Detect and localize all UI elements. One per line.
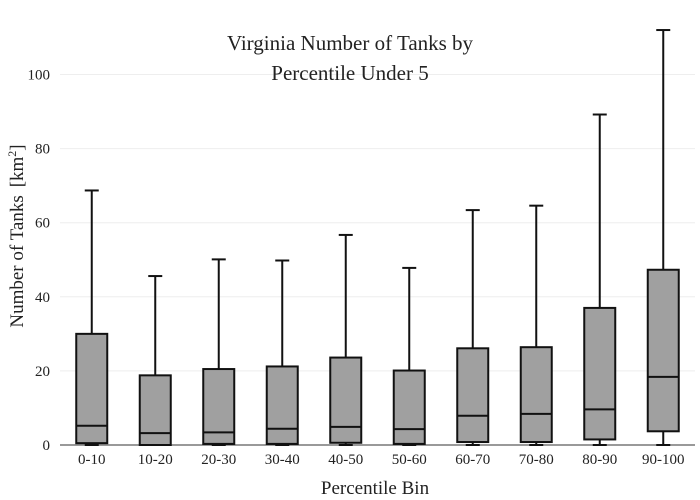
y-axis-title: Number of Tanks [km2] — [5, 144, 28, 327]
x-tick-label: 90-100 — [642, 452, 685, 468]
box-series — [75, 29, 680, 447]
box-50-60 — [392, 266, 426, 446]
x-tick-label: 40-50 — [328, 452, 363, 468]
y-axis-title-unit: [km — [7, 156, 28, 187]
y-tick-label: 100 — [28, 68, 51, 84]
iqr-box — [583, 306, 617, 441]
y-tick-label: 60 — [35, 216, 50, 232]
y-axis-title-main: Number of Tanks — [7, 195, 28, 327]
axis-ticks: 0 20 40 60 80 100 0-10 10-20 20-30 30-40 40-50 50-6… — [28, 68, 685, 469]
y-tick-label: 80 — [35, 142, 50, 158]
x-tick-label: 70-80 — [519, 452, 554, 468]
x-tick-label: 80-90 — [582, 452, 617, 468]
x-tick-label: 10-20 — [138, 452, 173, 468]
iqr-box — [75, 332, 109, 445]
box-90-100 — [646, 29, 680, 446]
box-20-30 — [202, 258, 236, 446]
iqr-box — [456, 347, 490, 444]
iqr-box — [329, 356, 363, 444]
x-tick-label: 50-60 — [392, 452, 427, 468]
chart-title-line-1: Virginia Number of Tanks by — [227, 31, 474, 55]
iqr-box — [646, 268, 680, 433]
iqr-box — [265, 365, 299, 445]
x-tick-label: 60-70 — [455, 452, 490, 468]
x-axis-title: Percentile Bin — [321, 478, 430, 499]
y-axis-title-unit-close: ] — [7, 144, 28, 150]
box-0-10 — [75, 189, 109, 446]
iqr-box — [519, 346, 553, 444]
chart-title-line-2: Percentile Under 5 — [271, 61, 428, 85]
box-30-40 — [265, 259, 299, 446]
iqr-box — [392, 369, 426, 445]
y-axis-title-unit-superscript: 2 — [5, 151, 19, 157]
box-60-70 — [456, 209, 490, 446]
box-70-80 — [519, 204, 553, 446]
x-tick-label: 20-30 — [201, 452, 236, 468]
y-tick-label: 40 — [35, 290, 50, 306]
x-tick-label: 30-40 — [265, 452, 300, 468]
box-10-20 — [138, 275, 172, 447]
box-40-50 — [329, 233, 363, 446]
y-tick-label: 0 — [43, 438, 51, 454]
box-80-90 — [583, 113, 617, 446]
y-tick-label: 20 — [35, 364, 50, 380]
iqr-box — [138, 374, 172, 447]
x-tick-label: 0-10 — [78, 452, 106, 468]
